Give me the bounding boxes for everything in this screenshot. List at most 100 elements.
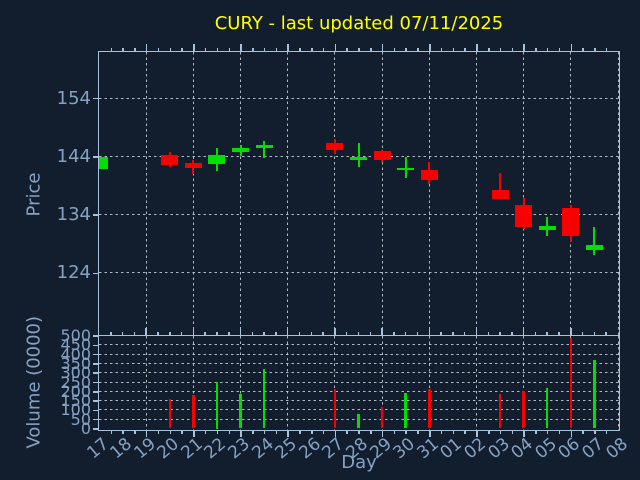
volume-bar: [545, 387, 549, 429]
x-tick-top: [134, 47, 136, 51]
volume-chart: [98, 334, 620, 431]
x-tick-top: [122, 47, 124, 51]
x-tick-volume: [193, 430, 195, 437]
volume-gridline: [99, 409, 619, 411]
x-tick-volume: [275, 430, 278, 434]
x-tick-top: [181, 47, 183, 51]
volume-bar: [498, 394, 502, 429]
volume-bar: [215, 382, 219, 429]
volume-gridline: [99, 344, 619, 346]
x-tick-volume: [405, 430, 407, 434]
x-tick-volume: [511, 430, 514, 434]
volume-tick: [93, 335, 98, 337]
x-tick-top: [169, 47, 172, 51]
x-tick-top: [228, 47, 230, 51]
x-tick-volume: [240, 430, 242, 437]
x-tick-volume: [228, 430, 230, 434]
x-tick-top: [405, 47, 407, 51]
x-tick-volume: [523, 430, 525, 437]
x-tick-bottom: [381, 328, 383, 335]
day-gridline: [145, 335, 147, 430]
volume-bar: [192, 395, 195, 429]
price-tick: [93, 97, 98, 100]
candle-body: [350, 157, 367, 160]
x-tick-volume: [605, 430, 608, 434]
x-tick-volume: [535, 430, 537, 434]
x-tick-top: [346, 47, 348, 51]
x-tick-top: [582, 47, 584, 51]
price-tick: [93, 156, 98, 158]
volume-tick: [93, 391, 98, 393]
x-tick-top: [252, 47, 254, 51]
x-tick-bottom: [593, 331, 596, 335]
x-tick-volume: [570, 430, 573, 437]
x-tick-volume: [429, 430, 431, 437]
volume-gridline: [99, 400, 619, 402]
day-gridline: [570, 52, 572, 335]
x-tick-bottom: [534, 331, 537, 335]
volume-tick: [93, 418, 98, 421]
x-tick-bottom: [228, 331, 230, 335]
candle-body: [161, 154, 179, 166]
x-tick-top: [546, 47, 549, 51]
volume-bar: [522, 391, 525, 429]
x-tick-top: [523, 44, 525, 51]
x-tick-top: [605, 47, 608, 51]
x-tick-bottom: [169, 331, 171, 335]
candle-wick: [357, 143, 360, 167]
x-tick-bottom: [157, 331, 159, 335]
price-tick: [93, 272, 98, 275]
candle-body: [184, 163, 202, 168]
x-tick-bottom: [275, 331, 277, 335]
price-chart: [98, 51, 620, 336]
x-tick-volume: [263, 430, 266, 434]
volume-bar: [593, 359, 596, 429]
x-tick-bottom: [133, 331, 136, 335]
volume-bar: [380, 407, 384, 429]
day-gridline: [381, 335, 383, 430]
volume-tick: [93, 344, 98, 347]
x-tick-bottom: [110, 331, 112, 335]
day-gridline: [523, 335, 525, 430]
x-tick-top: [240, 44, 242, 51]
x-tick-bottom: [522, 328, 525, 335]
x-tick-top: [157, 47, 160, 51]
volume-bar: [239, 394, 242, 429]
x-tick-volume: [334, 430, 337, 437]
x-tick-top: [440, 47, 443, 51]
x-tick-volume: [393, 430, 396, 434]
x-tick-top: [488, 47, 490, 51]
x-tick-volume: [110, 430, 113, 434]
x-tick-bottom: [357, 331, 360, 335]
day-gridline: [192, 335, 194, 430]
x-tick-top: [381, 44, 384, 51]
x-tick-bottom: [452, 331, 454, 335]
candle-body: [585, 244, 603, 250]
x-tick-top: [145, 44, 148, 51]
x-tick-top: [287, 44, 289, 51]
x-tick-top: [417, 47, 419, 51]
candle-body: [538, 226, 556, 230]
x-tick-volume: [122, 430, 124, 434]
volume-tick-label: 100: [60, 400, 91, 420]
x-tick-bottom: [404, 331, 407, 335]
x-tick-bottom: [334, 328, 336, 335]
volume-bar: [404, 393, 407, 429]
x-tick-top: [204, 47, 207, 51]
x-tick-volume: [204, 430, 207, 434]
day-axis-label: Day: [341, 452, 377, 473]
x-tick-top: [311, 47, 313, 51]
x-tick-bottom: [239, 328, 242, 335]
day-gridline: [145, 52, 147, 335]
candle-wick: [404, 157, 407, 178]
x-tick-bottom: [204, 331, 206, 335]
volume-bar: [357, 413, 360, 429]
x-tick-bottom: [440, 331, 442, 335]
volume-gridline: [99, 381, 619, 383]
x-tick-volume: [440, 430, 443, 434]
price-axis-label: Price: [23, 172, 45, 217]
x-tick-volume: [370, 430, 372, 434]
day-gridline: [287, 335, 289, 430]
day-gridline: [428, 52, 430, 335]
